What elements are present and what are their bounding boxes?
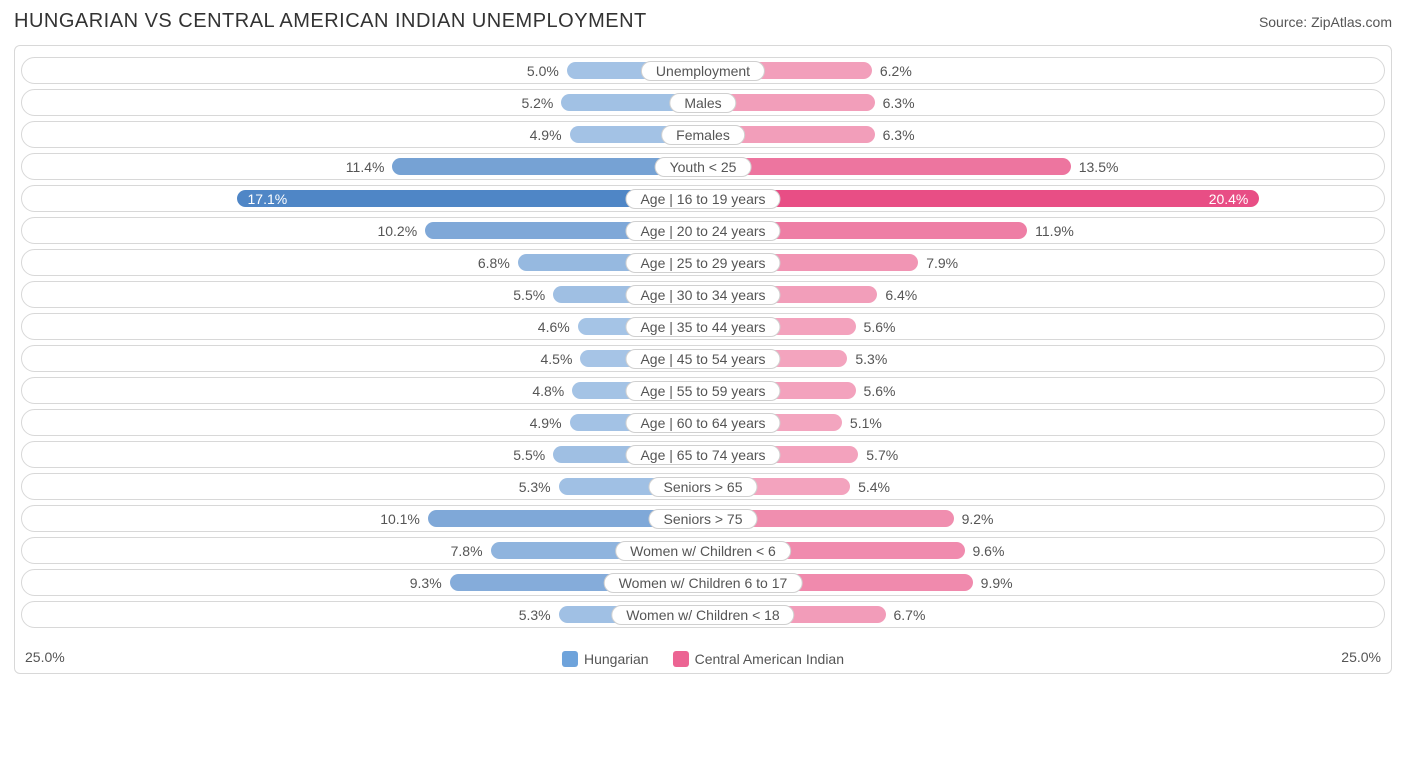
category-label: Age | 25 to 29 years [625,253,780,273]
category-label: Youth < 25 [655,157,752,177]
chart-row: 5.3% 5.4% Seniors > 65 [21,473,1385,500]
value-label-right: 6.4% [885,287,917,303]
value-label-right: 6.3% [883,95,915,111]
chart-row: 10.1% 9.2% Seniors > 75 [21,505,1385,532]
value-label-left: 4.8% [532,383,564,399]
value-label-right: 6.7% [894,607,926,623]
category-label: Age | 45 to 54 years [625,349,780,369]
category-label: Seniors > 65 [649,477,758,497]
chart-row: 11.4% 13.5% Youth < 25 [21,153,1385,180]
value-label-right: 5.7% [866,447,898,463]
chart-row: 5.5% 5.7% Age | 65 to 74 years [21,441,1385,468]
chart-row: 10.2% 11.9% Age | 20 to 24 years [21,217,1385,244]
chart-row: 7.8% 9.6% Women w/ Children < 6 [21,537,1385,564]
chart-row: 4.9% 6.3% Females [21,121,1385,148]
value-label-right: 9.9% [981,575,1013,591]
chart-row: 6.8% 7.9% Age | 25 to 29 years [21,249,1385,276]
chart-row: 5.2% 6.3% Males [21,89,1385,116]
category-label: Age | 16 to 19 years [625,189,780,209]
value-label-left: 10.2% [377,223,417,239]
value-label-left: 5.5% [513,287,545,303]
category-label: Women w/ Children < 18 [611,605,794,625]
source-name: ZipAtlas.com [1311,14,1392,30]
chart-row: 4.6% 5.6% Age | 35 to 44 years [21,313,1385,340]
value-label-right: 20.4% [1209,191,1249,207]
legend-swatch-left [562,651,578,667]
category-label: Unemployment [641,61,765,81]
category-label: Age | 60 to 64 years [625,413,780,433]
value-label-right: 9.2% [962,511,994,527]
axis-max-left: 25.0% [25,649,65,665]
category-label: Women w/ Children < 6 [615,541,791,561]
chart-source: Source: ZipAtlas.com [1259,14,1392,30]
value-label-left: 11.4% [346,159,385,175]
value-label-left: 4.9% [530,415,562,431]
value-label-right: 6.3% [883,127,915,143]
legend-swatch-right [673,651,689,667]
chart-row: 5.5% 6.4% Age | 30 to 34 years [21,281,1385,308]
chart-row: 4.5% 5.3% Age | 45 to 54 years [21,345,1385,372]
category-label: Age | 55 to 59 years [625,381,780,401]
value-label-right: 5.6% [864,319,896,335]
chart-row: 4.8% 5.6% Age | 55 to 59 years [21,377,1385,404]
category-label: Age | 30 to 34 years [625,285,780,305]
value-label-right: 7.9% [926,255,958,271]
value-label-right: 5.3% [855,351,887,367]
category-label: Age | 20 to 24 years [625,221,780,241]
category-label: Males [669,93,736,113]
legend-label-left: Hungarian [584,651,649,667]
value-label-left: 4.6% [538,319,570,335]
value-label-right: 9.6% [973,543,1005,559]
value-label-right: 5.4% [858,479,890,495]
value-label-left: 6.8% [478,255,510,271]
value-label-right: 6.2% [880,63,912,79]
value-label-left: 9.3% [410,575,442,591]
category-label: Women w/ Children 6 to 17 [604,573,803,593]
legend-item-left: Hungarian [562,651,649,667]
chart-row: 9.3% 9.9% Women w/ Children 6 to 17 [21,569,1385,596]
value-label-right: 13.5% [1079,159,1119,175]
bar-right [703,190,1259,207]
chart-row: 17.1% 20.4% Age | 16 to 19 years [21,185,1385,212]
chart-row: 4.9% 5.1% Age | 60 to 64 years [21,409,1385,436]
value-label-right: 5.1% [850,415,882,431]
category-label: Females [661,125,745,145]
value-label-right: 11.9% [1035,223,1074,239]
value-label-left: 5.0% [527,63,559,79]
value-label-left: 7.8% [451,543,483,559]
butterfly-chart: 5.0% 6.2% Unemployment 5.2% 6.3% Males 4.9% 6.3… [14,45,1392,674]
value-label-right: 5.6% [864,383,896,399]
chart-header: HUNGARIAN VS CENTRAL AMERICAN INDIAN UNE… [14,10,1392,33]
source-prefix: Source: [1259,14,1311,30]
value-label-left: 17.1% [248,191,288,207]
chart-legend: Hungarian Central American Indian [562,651,844,667]
value-label-left: 5.3% [519,479,551,495]
value-label-left: 4.9% [530,127,562,143]
value-label-left: 5.2% [521,95,553,111]
value-label-left: 5.5% [513,447,545,463]
category-label: Age | 35 to 44 years [625,317,780,337]
chart-row: 5.3% 6.7% Women w/ Children < 18 [21,601,1385,628]
category-label: Seniors > 75 [649,509,758,529]
value-label-left: 10.1% [380,511,420,527]
chart-row: 5.0% 6.2% Unemployment [21,57,1385,84]
chart-title: HUNGARIAN VS CENTRAL AMERICAN INDIAN UNE… [14,10,647,33]
category-label: Age | 65 to 74 years [625,445,780,465]
axis-max-right: 25.0% [1341,649,1381,665]
bar-right [703,158,1071,175]
value-label-left: 4.5% [541,351,573,367]
legend-label-right: Central American Indian [695,651,844,667]
value-label-left: 5.3% [519,607,551,623]
legend-item-right: Central American Indian [673,651,844,667]
